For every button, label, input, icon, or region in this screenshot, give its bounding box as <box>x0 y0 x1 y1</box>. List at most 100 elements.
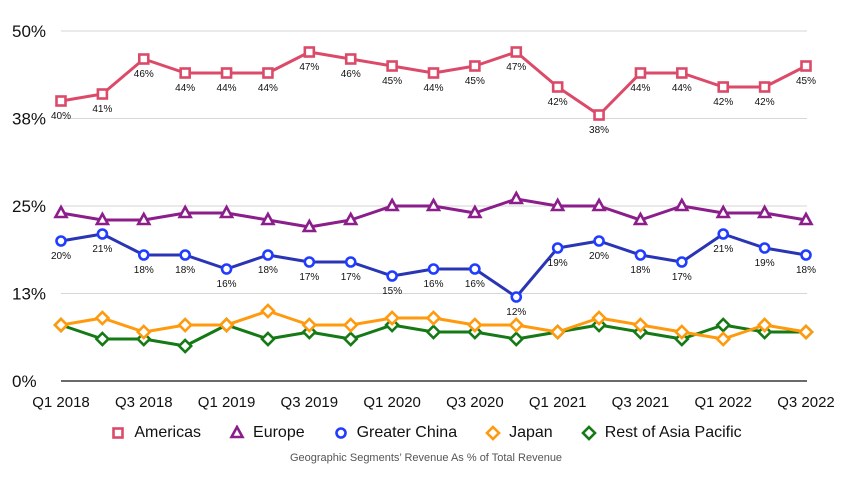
data-point <box>756 317 773 333</box>
data-point <box>427 263 440 275</box>
data-point <box>179 249 191 261</box>
data-label: 40% <box>51 111 71 122</box>
data-point <box>510 291 523 303</box>
x-tick-label: Q3 2018 <box>115 394 173 411</box>
data-point <box>425 310 442 326</box>
data-point <box>342 317 359 333</box>
legend: Americas Europe Greater China Japan Rest of … <box>0 424 852 442</box>
data-point <box>676 67 688 79</box>
data-point <box>96 88 109 100</box>
data-point <box>634 67 647 79</box>
data-point <box>717 81 730 93</box>
y-tick-label: 50% <box>12 22 46 41</box>
data-point <box>386 270 398 282</box>
data-label: 17% <box>299 272 319 283</box>
legend-marker <box>229 425 245 439</box>
data-point <box>386 60 398 72</box>
data-point <box>758 242 771 254</box>
data-point <box>508 317 525 333</box>
data-point <box>220 263 233 275</box>
data-label: 45% <box>465 76 485 87</box>
legend-marker <box>580 425 597 441</box>
data-point <box>218 317 235 333</box>
data-label: 16% <box>423 279 443 290</box>
data-point <box>262 249 274 261</box>
data-point <box>343 211 359 226</box>
x-axis: Q1 2018 Q3 2018 Q1 2019 Q3 2019 Q1 2020 Q3 20… <box>32 394 835 411</box>
x-tick-label: Q1 2020 <box>363 394 421 411</box>
legend-item: Americas <box>110 424 201 442</box>
data-label: 20% <box>51 251 71 262</box>
data-point <box>262 67 274 79</box>
x-tick-label: Q3 2022 <box>777 394 835 411</box>
legend-item: Greater China <box>333 424 457 442</box>
data-label: 18% <box>258 265 278 276</box>
legend-marker <box>334 427 347 439</box>
y-tick-label: 25% <box>12 197 46 216</box>
legend-marker <box>112 427 125 439</box>
data-label: 18% <box>175 265 195 276</box>
data-point <box>342 331 359 347</box>
data-point <box>715 331 732 347</box>
data-label: 44% <box>175 83 195 94</box>
y-tick-label: 0% <box>12 372 37 391</box>
data-point <box>634 249 647 261</box>
data-label: 44% <box>423 83 443 94</box>
data-point <box>549 197 566 212</box>
data-point <box>137 249 150 261</box>
data-point <box>551 81 564 93</box>
data-point <box>469 60 481 72</box>
data-point <box>218 204 235 219</box>
data-label: 12% <box>506 307 526 318</box>
data-label: 19% <box>548 258 568 269</box>
data-point <box>758 81 771 93</box>
data-label: 21% <box>713 244 733 255</box>
data-point <box>303 46 316 58</box>
data-point <box>551 242 564 254</box>
y-axis: 0% 13% 25% 38% 50% <box>12 22 46 391</box>
data-point <box>94 331 111 347</box>
data-point <box>384 197 400 212</box>
data-label: 42% <box>755 97 775 108</box>
data-point <box>756 204 773 219</box>
legend-label: Europe <box>253 424 305 441</box>
series-greater-china: 20% 21% 18% 18% 16% 18% 17% 17% 15% 16% 16% 12% 19% 2… <box>51 228 816 318</box>
x-tick-label: Q3 2021 <box>612 394 670 411</box>
data-point <box>717 228 730 240</box>
data-label: 21% <box>92 244 112 255</box>
data-point <box>715 317 732 333</box>
data-point <box>344 53 357 65</box>
data-label: 17% <box>672 272 692 283</box>
y-tick-label: 13% <box>12 285 46 304</box>
data-point <box>301 218 318 233</box>
data-point <box>136 211 152 226</box>
legend-item: Japan <box>485 424 553 442</box>
data-point <box>260 331 276 347</box>
data-label: 20% <box>589 251 609 262</box>
legend-label: Japan <box>509 424 553 441</box>
data-point <box>179 67 191 79</box>
line-chart: 0% 13% 25% 38% 50% Q1 2018 Q3 2018 Q1 2019 Q3 2… <box>12 22 835 411</box>
data-point <box>344 256 357 268</box>
data-label: 19% <box>755 258 775 269</box>
x-tick-label: Q1 2018 <box>32 394 90 411</box>
data-point <box>177 338 194 354</box>
data-point <box>94 211 111 226</box>
data-point <box>591 310 607 326</box>
series-americas: 40% 41% 46% 44% 44% 44% 47% 46% 45% 44% 45% 47% 42% 3… <box>51 46 816 136</box>
data-label: 15% <box>382 286 402 297</box>
data-point <box>260 303 276 319</box>
x-tick-label: Q1 2021 <box>529 394 587 411</box>
data-label: 18% <box>134 265 154 276</box>
chart-caption: Geographic Segments’ Revenue As % of Tot… <box>289 452 563 464</box>
legend-label: Americas <box>134 424 202 441</box>
data-point <box>425 324 442 340</box>
data-point <box>800 60 812 72</box>
data-point <box>425 197 442 212</box>
y-tick-label: 38% <box>12 110 46 129</box>
data-point <box>55 95 67 107</box>
data-point <box>96 228 109 240</box>
data-label: 46% <box>134 69 154 80</box>
legend-label: Rest of Asia Pacific <box>604 424 742 441</box>
data-point <box>303 256 316 268</box>
